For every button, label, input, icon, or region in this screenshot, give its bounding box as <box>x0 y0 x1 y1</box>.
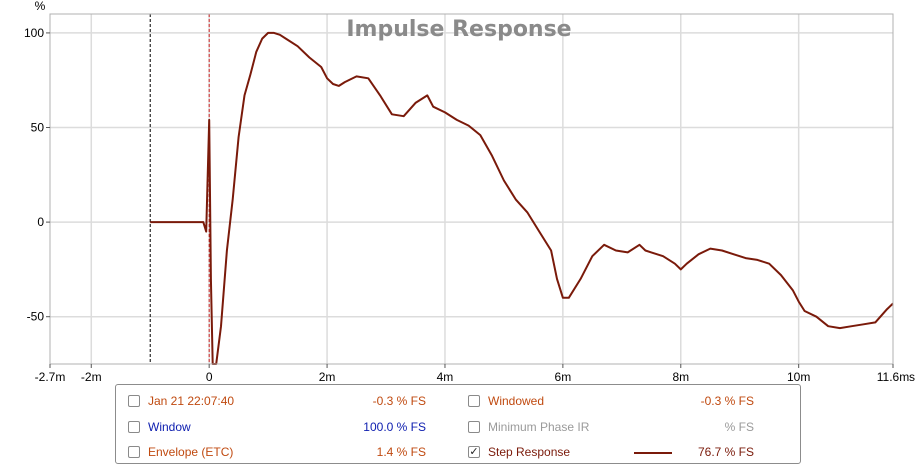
y-tick-label: 100 <box>24 26 44 40</box>
x-axis-unit: s <box>909 370 915 384</box>
x-tick-label: 0 <box>206 370 213 384</box>
legend-value: -0.3 % FS <box>372 394 426 408</box>
legend-value: 100.0 % FS <box>363 420 426 434</box>
chart-title: Impulse Response <box>346 17 571 42</box>
legend-checkbox[interactable] <box>468 421 480 433</box>
y-axis-unit: % <box>35 0 46 13</box>
y-tick-label: 0 <box>37 215 44 229</box>
legend-label: Windowed <box>488 394 545 408</box>
x-axis-ticks: -2.7m -2m 0 2m 4m 6m 8m 10m 11.6m <box>35 364 909 384</box>
plot-frame <box>49 13 894 365</box>
legend-label: Step Response <box>488 445 571 459</box>
x-tick-label: -2m <box>81 370 102 384</box>
y-tick-label: -50 <box>27 310 45 324</box>
x-tick-label: -2.7m <box>35 370 66 384</box>
legend-label: Envelope (ETC) <box>148 445 234 459</box>
legend-item-step-response[interactable]: ✓ Step Response 76.7 % FS <box>468 442 768 462</box>
legend-item-measurement[interactable]: Jan 21 22:07:40 -0.3 % FS <box>128 391 426 411</box>
legend-value: -0.3 % FS <box>700 394 754 408</box>
legend-item-window[interactable]: Window 100.0 % FS <box>128 417 426 437</box>
legend-value: 1.4 % FS <box>376 445 426 459</box>
y-axis-ticks: 100 50 0 -50 <box>24 26 50 324</box>
y-tick-label: 50 <box>31 121 45 135</box>
legend-label: Window <box>148 420 191 434</box>
legend-label: Minimum Phase IR <box>488 420 590 434</box>
legend-item-envelope-etc[interactable]: Envelope (ETC) 1.4 % FS <box>128 442 426 462</box>
x-tick-label: 6m <box>555 370 572 384</box>
impulse-response-chart: Impulse Response % -2.7m -2m 0 2m 4m 6m 8m 10m 1… <box>24 0 915 384</box>
x-tick-label: 8m <box>672 370 689 384</box>
legend-panel: Jan 21 22:07:40 -0.3 % FS Windowed -0.3 … <box>115 384 801 464</box>
legend-checkbox[interactable] <box>128 421 140 433</box>
plot-background <box>50 14 893 364</box>
x-tick-label: 10m <box>787 370 810 384</box>
legend-item-minimum-phase-ir[interactable]: Minimum Phase IR % FS <box>468 417 758 437</box>
legend-checkbox[interactable] <box>468 395 480 407</box>
series-line <box>150 31 894 365</box>
checkmark-icon: ✓ <box>469 445 479 458</box>
x-tick-label: 2m <box>319 370 336 384</box>
legend-item-windowed[interactable]: Windowed -0.3 % FS <box>468 391 758 411</box>
legend-label: Jan 21 22:07:40 <box>148 394 235 408</box>
x-tick-label: 11.6m <box>877 370 909 384</box>
legend-line-swatch <box>634 452 672 454</box>
x-tick-label: 4m <box>437 370 454 384</box>
legend-value: 76.7 % FS <box>697 445 754 459</box>
legend-checkbox[interactable] <box>128 446 140 458</box>
legend-checkbox[interactable]: ✓ <box>468 446 480 458</box>
legend-value: % FS <box>724 420 754 434</box>
series-group <box>150 31 894 365</box>
legend-checkbox[interactable] <box>128 395 140 407</box>
